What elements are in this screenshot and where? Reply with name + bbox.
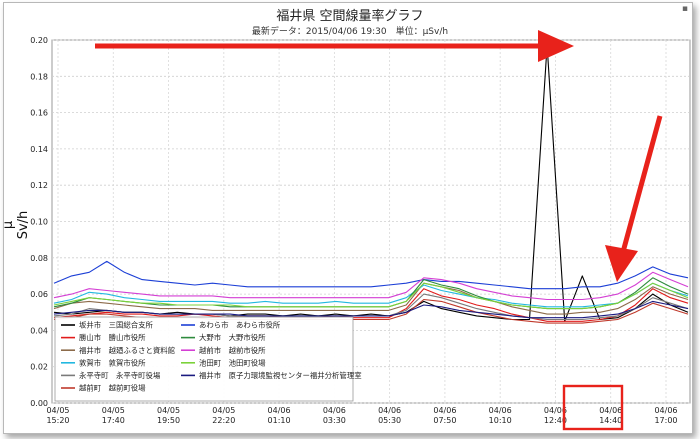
x-tick-time: 05:30 [378, 416, 401, 425]
series-line [53, 300, 689, 319]
x-tick-time: 17:40 [102, 416, 125, 425]
legend-box [54, 316, 354, 402]
x-tick-date: 04/06 [378, 406, 401, 415]
y-tick-label: 0.10 [30, 218, 48, 227]
legend-label: あわら市 あわら市役所 [199, 321, 281, 330]
annotation-arrowhead-diagonal [605, 245, 638, 282]
y-tick-label: 0.06 [30, 290, 48, 299]
x-tick-date: 04/06 [433, 406, 456, 415]
y-tick-label: 0.08 [30, 254, 48, 263]
chart-subtitle: 最新データ：2015/04/06 19:30 単位：μSv/h [251, 27, 449, 37]
y-tick-label: 0.20 [30, 36, 48, 45]
legend-label: 福井市 原子力環境監視センター福井分析管理室 [199, 371, 362, 380]
legend-label: 永平寺町 永平寺町役場 [79, 371, 161, 380]
y-tick-label: 0.14 [30, 145, 48, 154]
legend-label: 大野市 大野市役所 [199, 333, 266, 342]
x-tick-time: 07:50 [433, 416, 456, 425]
x-tick-date: 04/05 [212, 406, 235, 415]
series-line [53, 282, 689, 310]
x-tick-date: 04/05 [102, 406, 125, 415]
series-line [53, 288, 689, 322]
legend-label: 坂井市 三国総合支所 [79, 321, 154, 330]
series-line [53, 271, 689, 301]
x-tick-time: 22:20 [212, 416, 235, 425]
series-line [53, 260, 689, 290]
x-tick-time: 10:10 [489, 416, 512, 425]
x-tick-date: 04/06 [544, 406, 567, 415]
x-tick-time: 12:40 [544, 416, 567, 425]
y-tick-label: 0.04 [30, 326, 48, 335]
x-tick-time: 17:00 [654, 416, 677, 425]
x-tick-date: 04/05 [157, 406, 180, 415]
legend-label: 池田町 池田町役場 [199, 358, 266, 367]
series-line [53, 282, 689, 308]
x-tick-date: 04/06 [654, 406, 677, 415]
y-tick-label: 0.16 [30, 109, 48, 118]
x-tick-date: 04/06 [599, 406, 622, 415]
annotation-highlight-box [562, 384, 624, 431]
x-tick-date: 04/06 [268, 406, 291, 415]
annotation-arrowhead-horizontal [538, 30, 574, 62]
chart-title: 福井県 空間線量率グラフ [276, 9, 424, 24]
legend-label: 敦賀市 敦賀市役所 [79, 358, 146, 367]
annotation-arrow-diagonal [620, 115, 663, 253]
x-tick-time: 01:10 [268, 416, 291, 425]
x-tick-time: 03:30 [323, 416, 346, 425]
legend-label: 越前町 越前町役場 [79, 384, 146, 393]
x-tick-date: 04/05 [46, 406, 69, 415]
y-tick-label: 0.12 [30, 181, 48, 190]
y-tick-label: 0.00 [30, 399, 48, 408]
series-line [53, 282, 689, 315]
x-tick-time: 19:50 [157, 416, 180, 425]
legend-label: 越前市 越前市役所 [199, 346, 266, 355]
corner-mark: ▪ [681, 4, 688, 14]
legend-label: 福井市 越廼ふるさと資料館 [79, 346, 175, 355]
x-tick-date: 04/06 [323, 406, 346, 415]
y-tick-label: 0.02 [30, 363, 48, 372]
x-tick-date: 04/06 [489, 406, 512, 415]
x-tick-time: 14:40 [599, 416, 622, 425]
y-tick-label: 0.18 [30, 72, 48, 81]
x-tick-time: 15:20 [46, 416, 69, 425]
legend-label: 勝山市 勝山市役所 [79, 333, 146, 342]
